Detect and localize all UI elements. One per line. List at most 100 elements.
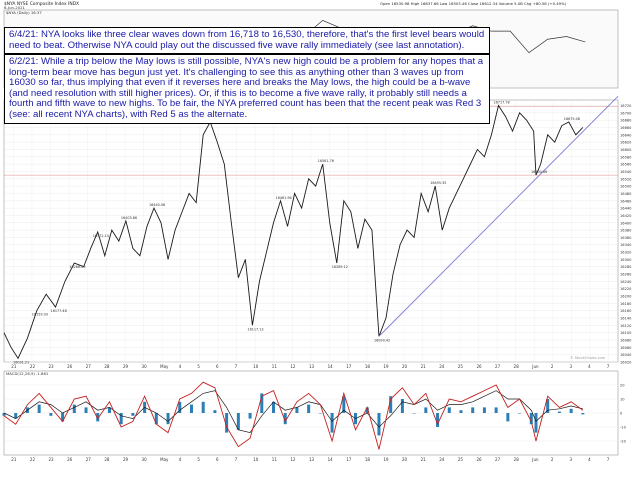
macd-histogram-bar xyxy=(154,413,158,425)
date-tick-label: 20 xyxy=(402,364,408,369)
annotation-6-4-21: 6/4/21: NYA looks like three clear waves… xyxy=(4,27,490,55)
macd-date-tick-label: 19 xyxy=(383,457,389,462)
macd-date-tick-label: 7 xyxy=(235,457,238,462)
date-tick-label: 14 xyxy=(328,364,334,369)
price-point-label: 16177.48 xyxy=(51,309,67,313)
price-tick-label: 16200 xyxy=(620,295,632,299)
macd-tick-label: -20 xyxy=(620,440,627,444)
date-tick-label: 2 xyxy=(551,364,554,369)
price-tick-label: 16680 xyxy=(620,119,632,123)
macd-date-tick-label: 12 xyxy=(290,457,296,462)
price-point-label: 16530.66 xyxy=(531,170,547,174)
macd-date-tick-label: 5 xyxy=(197,457,200,462)
date-tick-label: 19 xyxy=(383,364,389,369)
price-point-label: 16159.00 xyxy=(32,313,48,317)
date-tick-label: 18 xyxy=(365,364,371,369)
date-tick-label: 13 xyxy=(309,364,315,369)
price-point-label: 16717.78 xyxy=(493,100,509,104)
date-tick-label: 4 xyxy=(588,364,591,369)
date-tick-label: 29 xyxy=(123,364,129,369)
macd-histogram-bar xyxy=(581,413,585,415)
macd-histogram-bar xyxy=(436,413,440,427)
price-point-label: 16461.96 xyxy=(276,196,292,200)
macd-tick-label: 20 xyxy=(620,384,625,388)
macd-histogram-bar xyxy=(248,413,252,419)
macd-date-tick-label: 2 xyxy=(551,457,554,462)
macd-histogram-bar xyxy=(400,399,404,413)
macd-histogram-bar xyxy=(295,407,299,413)
date-tick-label: 21 xyxy=(421,364,427,369)
price-point-label: 16372.14 xyxy=(93,234,109,238)
macd-signal-line xyxy=(3,390,583,433)
price-tick-label: 16180 xyxy=(620,302,632,306)
macd-date-tick-label: 30 xyxy=(142,457,148,462)
price-tick-label: 16060 xyxy=(620,346,632,350)
macd-date-tick-label: 21 xyxy=(11,457,17,462)
chart-header-date: 6-Jun-2021 xyxy=(4,5,26,10)
date-tick-label: 28 xyxy=(104,364,110,369)
date-tick-label: 7 xyxy=(607,364,610,369)
macd-date-tick-label: 26 xyxy=(476,457,482,462)
macd-histogram-bar xyxy=(389,396,393,413)
price-tick-label: 16720 xyxy=(620,104,632,108)
price-point-label: 16031.21 xyxy=(13,360,29,364)
macd-tick-label: 10 xyxy=(620,398,625,402)
macd-histogram-bar xyxy=(107,407,111,413)
price-tick-label: 16080 xyxy=(620,339,632,343)
price-tick-label: 16120 xyxy=(620,324,632,328)
macd-histogram-bar xyxy=(459,410,463,413)
date-tick-label: 21 xyxy=(11,364,17,369)
date-tick-label: 10 xyxy=(253,364,259,369)
date-tick-label: 7 xyxy=(235,364,238,369)
macd-histogram-bar xyxy=(424,407,428,413)
price-point-label: 16440.06 xyxy=(149,203,165,207)
price-tick-label: 16420 xyxy=(620,214,632,218)
price-tick-label: 16100 xyxy=(620,331,632,335)
macd-panel-label: MACD(12,26,9) -1.861 xyxy=(6,371,49,376)
macd-histogram-bar xyxy=(283,413,287,425)
macd-histogram-bar xyxy=(534,413,538,433)
macd-date-tick-label: 23 xyxy=(49,457,55,462)
chart-header-ohlc: Open 16530.98 High 16637.66 Low 16503.46… xyxy=(380,1,567,6)
date-tick-label: 30 xyxy=(142,364,148,369)
macd-histogram-bar xyxy=(506,413,510,422)
macd-date-tick-label: 6 xyxy=(216,457,219,462)
macd-histogram-bar xyxy=(84,407,88,413)
macd-histogram-bar xyxy=(412,413,416,414)
macd-histogram-bar xyxy=(225,413,229,433)
price-tick-label: 16440 xyxy=(620,207,632,211)
date-tick-label: May xyxy=(160,364,169,369)
rising-trendline xyxy=(378,96,619,337)
date-tick-label: 27 xyxy=(495,364,501,369)
date-tick-label: 3 xyxy=(569,364,572,369)
price-tick-label: 16540 xyxy=(620,170,632,174)
price-point-label: 16289.12 xyxy=(332,265,348,269)
macd-date-tick-label: 18 xyxy=(365,457,371,462)
macd-histogram-bar xyxy=(37,404,41,413)
macd-histogram-bar xyxy=(546,399,550,413)
price-tick-label: 16480 xyxy=(620,192,632,196)
macd-histogram-bar xyxy=(377,413,381,436)
macd-line xyxy=(3,381,584,450)
date-tick-label: 11 xyxy=(272,364,278,369)
date-tick-label: 25 xyxy=(458,364,464,369)
macd-date-tick-label: 4 xyxy=(588,457,591,462)
date-tick-label: 23 xyxy=(49,364,55,369)
date-tick-label: 12 xyxy=(290,364,296,369)
macd-date-tick-label: May xyxy=(160,457,169,462)
annotation-6-4-21-text: 6/4/21: NYA looks like three clear waves… xyxy=(9,29,485,51)
macd-histogram-bar xyxy=(307,404,311,413)
date-tick-label: 28 xyxy=(514,364,520,369)
price-tick-label: 16380 xyxy=(620,229,632,233)
price-tick-label: 16600 xyxy=(620,148,632,152)
macd-histogram-bar xyxy=(131,413,135,416)
date-tick-label: 17 xyxy=(346,364,352,369)
macd-date-tick-label: 27 xyxy=(86,457,92,462)
macd-histogram-bar xyxy=(166,413,170,425)
chart-header-title: $NYA NYSE Composite Index INDX xyxy=(4,1,79,7)
macd-histogram-bar xyxy=(529,413,533,425)
date-tick-label: 26 xyxy=(67,364,73,369)
macd-date-tick-label: Jun xyxy=(531,457,539,462)
